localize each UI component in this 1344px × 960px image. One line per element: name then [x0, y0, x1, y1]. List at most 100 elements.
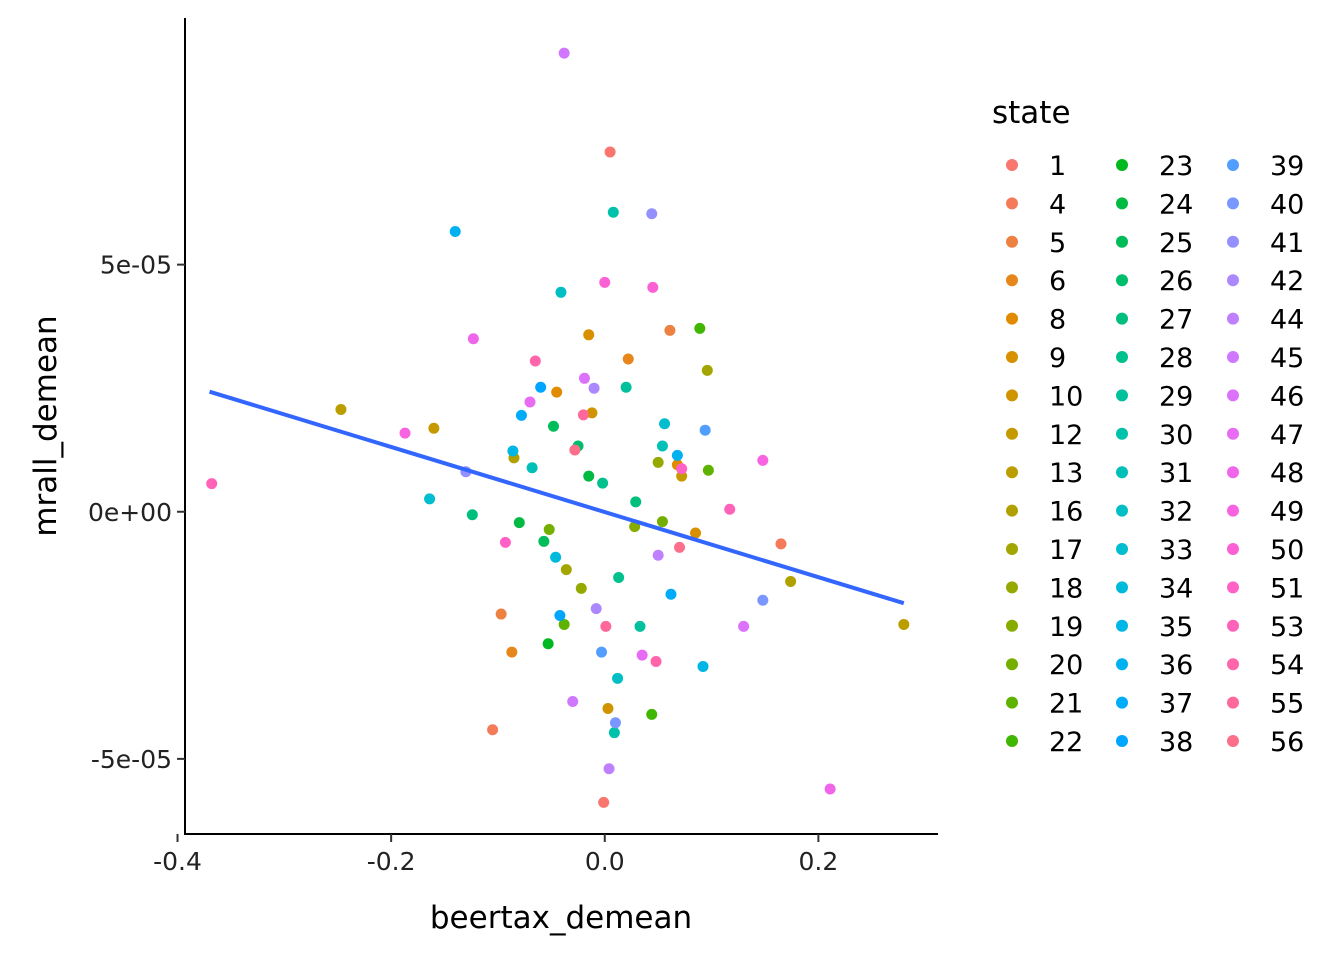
data-point-66 [590, 603, 602, 615]
x-tick-label: -0.2 [367, 847, 416, 876]
data-point-72 [738, 620, 750, 632]
legend-key [1227, 312, 1239, 325]
data-point-69 [603, 763, 615, 775]
data-point-67 [588, 382, 600, 394]
legend-key [1116, 504, 1128, 517]
legend-key [1006, 389, 1018, 402]
legend-item-31: 31 [1116, 458, 1193, 489]
legend-label: 9 [1049, 343, 1066, 374]
legend-item-48: 48 [1227, 458, 1304, 489]
legend-label: 21 [1049, 689, 1083, 720]
data-point-34 [547, 420, 559, 432]
legend-key [1116, 312, 1128, 325]
legend-item-1: 1 [1006, 151, 1066, 182]
legend-item-17: 17 [1006, 535, 1083, 566]
data-point-25 [656, 516, 668, 528]
legend-key [1006, 235, 1018, 248]
data-point-40 [613, 571, 625, 583]
legend-item-53: 53 [1227, 612, 1304, 643]
legend-key [1227, 159, 1239, 171]
legend-item-26: 26 [1116, 266, 1193, 297]
data-point-87 [650, 656, 662, 668]
data-point-22 [652, 456, 664, 468]
legend-item-44: 44 [1227, 305, 1304, 336]
data-point-42 [634, 620, 646, 632]
legend-label: 45 [1270, 343, 1304, 374]
legend-item-42: 42 [1227, 266, 1304, 297]
legend-label: 18 [1049, 573, 1083, 604]
data-point-33 [583, 470, 595, 482]
legend-key [1227, 504, 1239, 517]
legend-key [1006, 543, 1018, 555]
legend-item-5: 5 [1006, 228, 1066, 259]
data-point-75 [636, 649, 648, 661]
legend-label: 13 [1049, 458, 1083, 489]
legend-label: 35 [1159, 612, 1193, 643]
legend-item-25: 25 [1116, 228, 1193, 259]
x-tick-label: -0.4 [153, 847, 202, 876]
legend-label: 29 [1159, 381, 1193, 412]
legend-key [1227, 619, 1239, 632]
data-point-19 [785, 575, 797, 587]
legend-label: 6 [1049, 266, 1066, 297]
legend-label: 28 [1159, 343, 1193, 374]
legend-item-22: 22 [1006, 727, 1083, 758]
legend-key [1116, 735, 1128, 747]
legend-key [1116, 389, 1128, 402]
legend-item-36: 36 [1116, 650, 1193, 681]
data-point-41 [620, 381, 632, 393]
legend-item-37: 37 [1116, 689, 1193, 720]
legend-key [1227, 658, 1239, 671]
legend-item-54: 54 [1227, 650, 1304, 681]
data-point-32 [513, 517, 525, 529]
legend-label: 20 [1049, 650, 1083, 681]
data-point-45 [526, 462, 538, 474]
data-point-80 [599, 276, 611, 288]
legend-item-13: 13 [1006, 458, 1083, 489]
legend-item-23: 23 [1116, 151, 1193, 182]
legend-key [1006, 427, 1018, 440]
legend-label: 48 [1270, 458, 1304, 489]
legend-item-21: 21 [1006, 689, 1083, 720]
legend-label: 17 [1049, 535, 1083, 566]
regression-fit-line [208, 389, 905, 606]
legend-key [1116, 235, 1128, 248]
legend-label: 47 [1270, 420, 1304, 451]
data-point-55 [671, 449, 683, 461]
legend-label: 40 [1270, 189, 1304, 220]
legend-item-20: 20 [1006, 650, 1083, 681]
data-point-37 [466, 509, 478, 521]
legend-item-35: 35 [1116, 612, 1193, 643]
legend-key [1227, 235, 1239, 248]
legend-item-27: 27 [1116, 305, 1193, 336]
y-tick-label: 0e+00 [88, 498, 172, 527]
data-point-10 [583, 329, 595, 341]
legend-label: 4 [1049, 189, 1066, 220]
y-tick-label: 5e-05 [100, 251, 172, 280]
legend-item-6: 6 [1006, 266, 1066, 297]
legend-label: 39 [1270, 151, 1304, 182]
legend-item-30: 30 [1116, 420, 1193, 451]
legend-label: 36 [1159, 650, 1193, 681]
legend-item-29: 29 [1116, 381, 1193, 412]
legend-key [1227, 696, 1239, 709]
data-point-44 [608, 727, 620, 739]
legend-key [1006, 581, 1018, 594]
legend-key [1116, 543, 1128, 555]
legend-key [1227, 427, 1239, 440]
legend-label: 55 [1270, 689, 1304, 720]
legend-label: 34 [1159, 573, 1193, 604]
legend-item-49: 49 [1227, 497, 1304, 528]
data-point-91 [569, 444, 581, 456]
legend-label: 16 [1049, 497, 1083, 528]
data-point-70 [558, 47, 570, 59]
data-point-12 [586, 407, 598, 419]
data-point-81 [647, 281, 659, 293]
data-point-2 [775, 538, 787, 550]
data-point-31 [542, 638, 554, 650]
legend-label: 41 [1270, 228, 1304, 259]
data-point-1 [598, 796, 610, 808]
data-point-83 [676, 463, 688, 475]
data-point-52 [697, 660, 709, 672]
data-point-48 [612, 672, 624, 684]
